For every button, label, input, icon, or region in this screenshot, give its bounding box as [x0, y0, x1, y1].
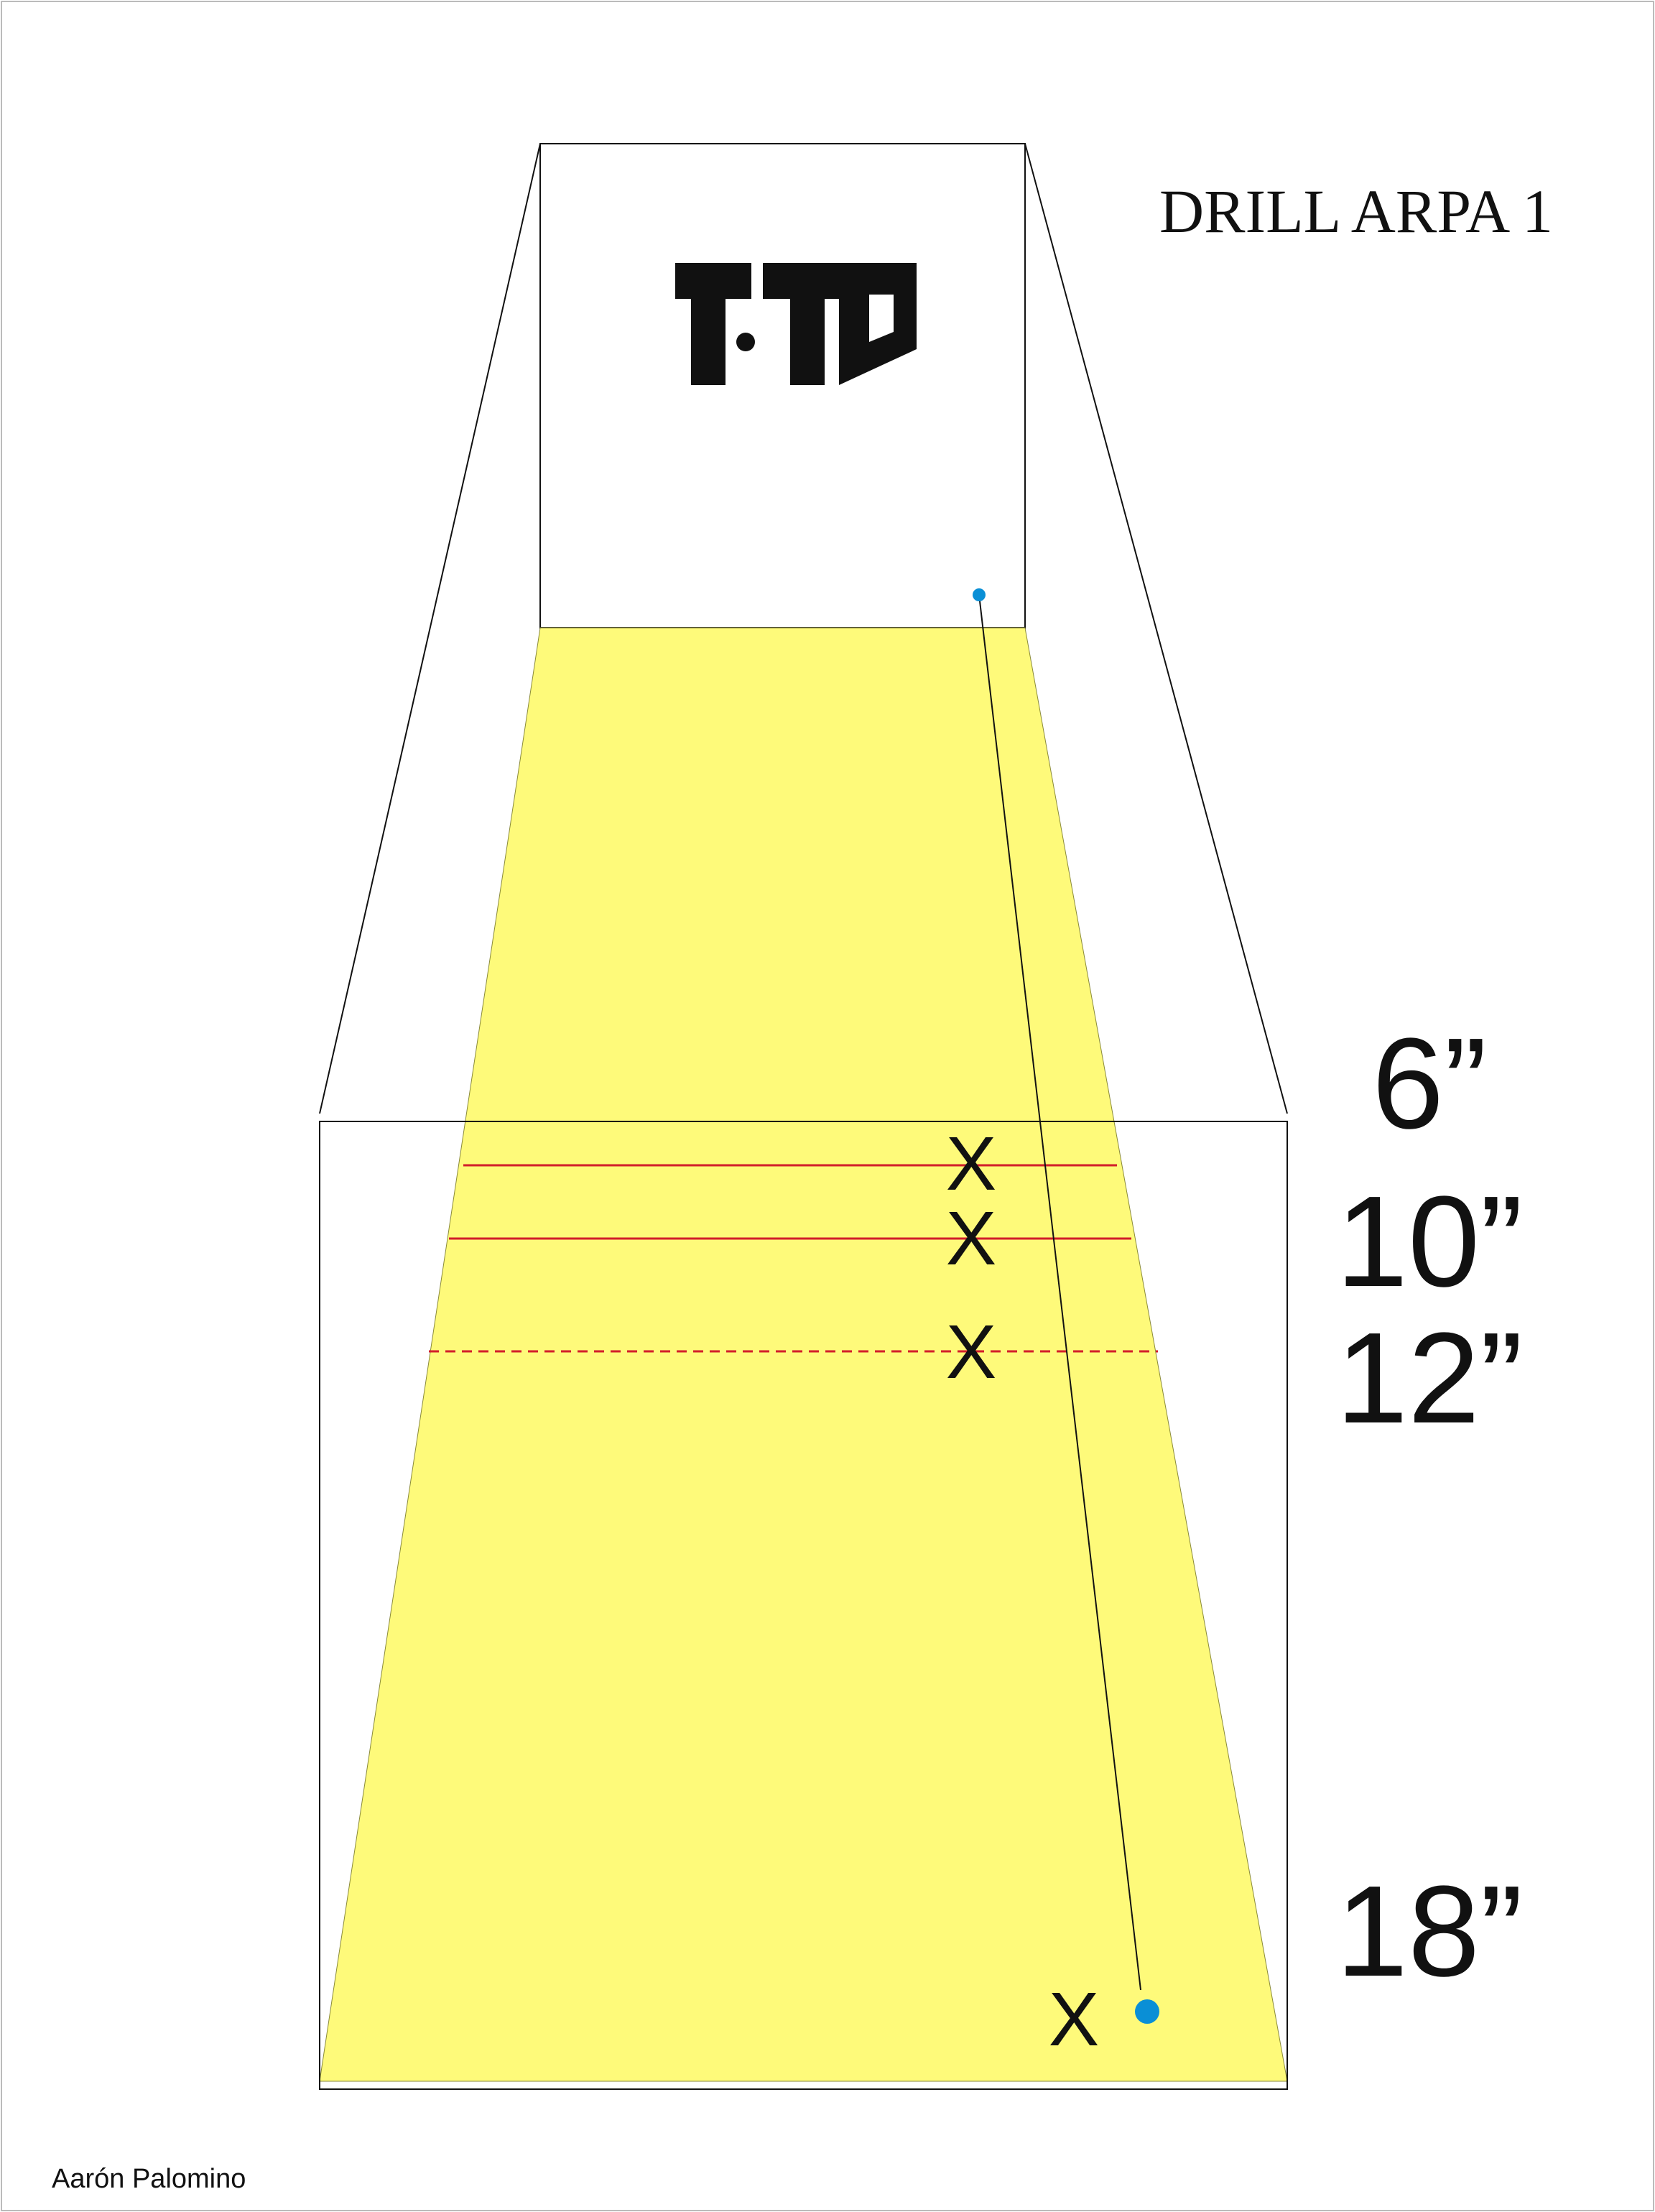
- near-box: [319, 1121, 1288, 2090]
- marker-x-6: X: [946, 1121, 997, 1206]
- label-10-inch: 10”: [1336, 1170, 1523, 1314]
- target-dot-far: [973, 588, 986, 601]
- far-target-box: [539, 143, 1026, 629]
- logo-1t1d-icon: [675, 263, 917, 385]
- marker-x-18: X: [1049, 1977, 1100, 2062]
- marker-x-12: X: [946, 1310, 997, 1394]
- perspective-line-right: [1024, 143, 1288, 1114]
- lane-area: [319, 627, 1288, 2082]
- drill-title: DRILL ARPA 1: [1159, 177, 1553, 246]
- trajectory-line: [978, 594, 1141, 1991]
- label-18-inch: 18”: [1336, 1859, 1523, 2004]
- marker-x-10: X: [946, 1196, 997, 1281]
- author-credit: Aarón Palomino: [52, 2164, 246, 2194]
- label-6-inch: 6”: [1372, 1012, 1487, 1156]
- perspective-line-left: [319, 143, 541, 1114]
- label-12-inch: 12”: [1336, 1306, 1523, 1450]
- target-dot-near: [1135, 1999, 1159, 2024]
